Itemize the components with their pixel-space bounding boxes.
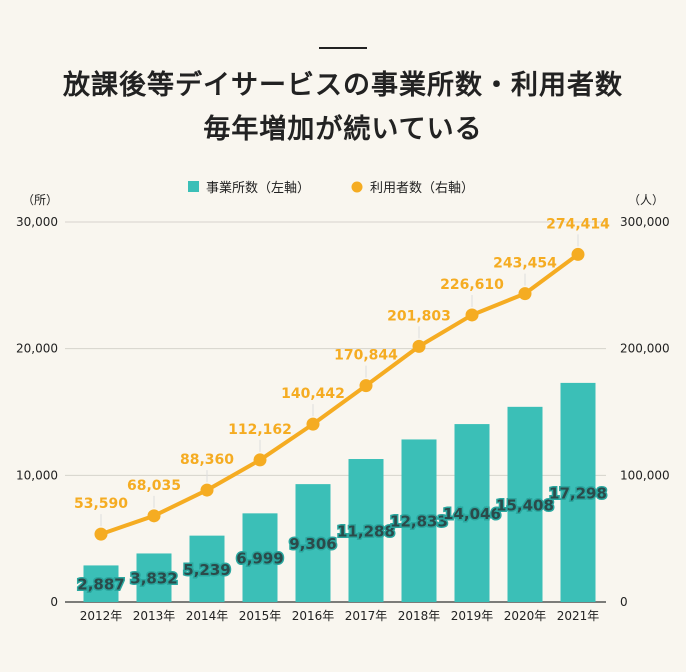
bar-data-label: 12,833 bbox=[390, 513, 448, 531]
bar bbox=[401, 439, 437, 602]
line-data-label: 53,590 bbox=[74, 496, 128, 512]
x-tick-label: 2016年 bbox=[292, 609, 335, 623]
line-point bbox=[465, 308, 479, 322]
line-data-label: 68,035 bbox=[127, 478, 181, 494]
right-tick-label: 0 bbox=[620, 595, 628, 609]
chart-title: 放課後等デイサービスの事業所数・利用者数 毎年増加が続いている bbox=[0, 64, 686, 152]
legend-line-swatch bbox=[351, 181, 363, 193]
bar bbox=[242, 513, 278, 602]
line-data-label: 112,162 bbox=[228, 422, 292, 438]
line-data-label: 243,454 bbox=[493, 256, 557, 272]
line-point bbox=[94, 527, 108, 541]
left-tick-label: 20,000 bbox=[16, 342, 58, 356]
title-line-1: 放課後等デイサービスの事業所数・利用者数 bbox=[63, 70, 623, 101]
line-data-label: 226,610 bbox=[440, 277, 504, 293]
left-tick-label: 0 bbox=[50, 595, 58, 609]
right-axis-unit: （人） bbox=[628, 193, 664, 207]
line-data-label: 201,803 bbox=[387, 308, 451, 324]
x-tick-label: 2020年 bbox=[504, 609, 547, 623]
right-tick-label: 300,000 bbox=[620, 215, 670, 229]
bar-data-label: 15,408 bbox=[496, 496, 554, 514]
line-data-label: 140,442 bbox=[281, 386, 345, 402]
bar bbox=[560, 382, 596, 602]
right-tick-label: 100,000 bbox=[620, 468, 670, 482]
x-tick-label: 2021年 bbox=[557, 609, 600, 623]
bar-data-label: 5,239 bbox=[183, 561, 230, 579]
bar bbox=[348, 459, 384, 602]
legend-bar-swatch bbox=[188, 181, 199, 192]
bar-data-label: 3,832 bbox=[130, 570, 177, 588]
left-axis-unit: （所） bbox=[22, 193, 58, 207]
title-rule bbox=[319, 47, 367, 49]
x-tick-label: 2014年 bbox=[186, 609, 229, 623]
bar-data-label: 14,046 bbox=[443, 505, 501, 523]
line-point bbox=[253, 453, 267, 467]
x-tick-label: 2012年 bbox=[80, 609, 123, 623]
bar-data-label: 17,298 bbox=[549, 484, 607, 502]
left-tick-label: 30,000 bbox=[16, 215, 58, 229]
legend-bar-label: 事業所数（左軸） bbox=[206, 180, 310, 196]
bar bbox=[136, 553, 172, 602]
line-point bbox=[200, 483, 214, 497]
bar-data-label: 6,999 bbox=[236, 550, 283, 568]
title-line-2: 毎年増加が続いている bbox=[203, 114, 483, 145]
line-data-label: 274,414 bbox=[546, 216, 610, 232]
x-tick-label: 2018年 bbox=[398, 609, 441, 623]
x-tick-label: 2013年 bbox=[133, 609, 176, 623]
line-point bbox=[147, 509, 161, 523]
line-data-label: 88,360 bbox=[180, 452, 234, 468]
bar bbox=[83, 565, 119, 602]
x-tick-label: 2019年 bbox=[451, 609, 494, 623]
bar bbox=[189, 535, 225, 602]
bar bbox=[454, 424, 490, 602]
line-point bbox=[518, 287, 532, 301]
line-point bbox=[412, 339, 426, 353]
bar bbox=[295, 484, 331, 602]
line-point bbox=[359, 379, 373, 393]
bar-data-label: 11,288 bbox=[337, 523, 395, 541]
legend-line-label: 利用者数（右軸） bbox=[370, 181, 474, 196]
x-tick-label: 2017年 bbox=[345, 609, 388, 623]
line-point bbox=[306, 417, 320, 431]
bar-data-label: 2,887 bbox=[77, 576, 124, 594]
line-point bbox=[571, 247, 585, 261]
line-data-label: 170,844 bbox=[334, 348, 398, 364]
bar bbox=[507, 406, 543, 602]
left-tick-label: 10,000 bbox=[16, 468, 58, 482]
right-tick-label: 200,000 bbox=[620, 342, 670, 356]
x-tick-label: 2015年 bbox=[239, 609, 282, 623]
line-series bbox=[100, 252, 580, 537]
bar-data-label: 9,306 bbox=[289, 535, 336, 553]
